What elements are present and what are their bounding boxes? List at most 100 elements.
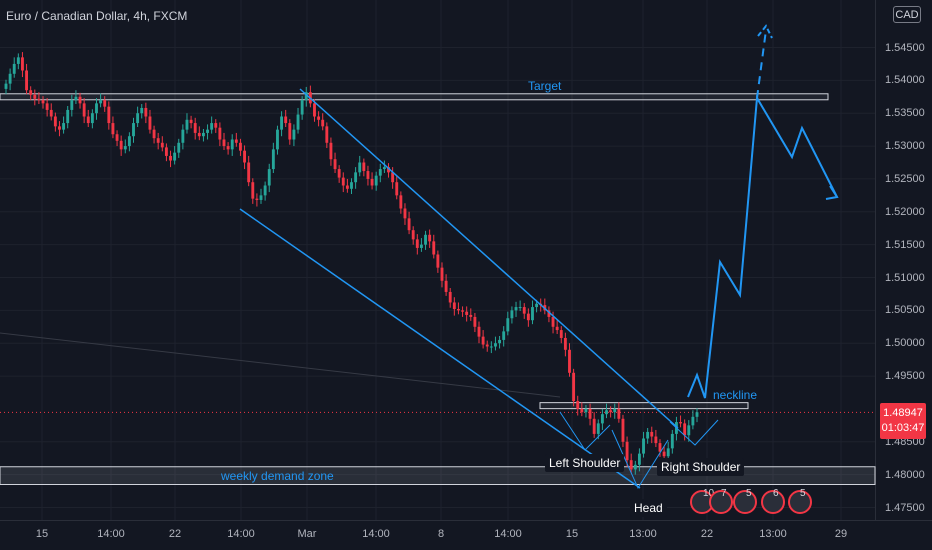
candle-body (8, 73, 12, 84)
candle-body (448, 291, 452, 303)
candle-body (148, 116, 152, 130)
time-tick-label: 14:00 (362, 528, 390, 540)
candle-body (436, 254, 440, 268)
channel-upper-line (299, 88, 679, 429)
candle-body (514, 307, 518, 311)
candle-body (498, 339, 502, 344)
candle-body (588, 408, 592, 419)
candle-body (206, 129, 209, 133)
price-tick-label: 1.50500 (885, 304, 925, 317)
candle-body (407, 218, 411, 231)
candle-body (127, 136, 131, 147)
candle-body (234, 139, 238, 143)
head-label[interactable]: Head (630, 499, 667, 517)
candle-body (12, 63, 16, 74)
economic-event-icon[interactable] (733, 490, 757, 514)
candle-body (251, 182, 255, 199)
candle-body (432, 241, 436, 255)
candle-body (140, 107, 144, 114)
candle-body (358, 162, 362, 173)
candle-body (123, 146, 127, 150)
time-tick-label: 14:00 (227, 528, 255, 540)
candle-body (452, 302, 456, 310)
candle-body (341, 177, 345, 186)
candle-body (576, 401, 580, 409)
candle-body (646, 431, 650, 439)
candle-body (625, 441, 629, 461)
candle-body (457, 309, 460, 311)
candles-layer (4, 52, 699, 475)
economic-event-icon[interactable] (709, 490, 733, 514)
candle-body (313, 103, 316, 117)
candle-body (156, 138, 160, 143)
candle-body (288, 123, 292, 140)
candle-body (33, 94, 37, 99)
breakout-arrow-head (757, 24, 773, 39)
neckline-zone (539, 402, 749, 410)
time-tick-label: 13:00 (629, 528, 657, 540)
demand-zone (0, 466, 876, 485)
candle-body (107, 106, 111, 124)
candle-body (650, 431, 654, 437)
candle-body (481, 336, 485, 345)
candle-body (284, 116, 288, 124)
candle-body (333, 159, 337, 170)
candle-body (78, 96, 82, 104)
candle-body (21, 57, 24, 71)
candle-body (399, 195, 403, 209)
candle-body (559, 330, 563, 338)
candle-body (267, 169, 271, 186)
candle-body (95, 103, 98, 114)
demand-zone-label[interactable]: weekly demand zone (221, 469, 334, 483)
candle-body (119, 140, 123, 150)
price-tick-label: 1.53000 (885, 140, 925, 153)
candle-body (53, 116, 57, 127)
economic-event-icon[interactable] (788, 490, 812, 514)
candle-body (670, 433, 674, 449)
candle-body (321, 119, 325, 127)
candle-body (292, 129, 296, 140)
neckline-label[interactable]: neckline (713, 388, 758, 402)
candle-body (535, 303, 539, 308)
right-shoulder-label[interactable]: Right Shoulder (657, 458, 745, 476)
candle-body (580, 408, 584, 413)
candle-body (144, 107, 148, 117)
symbol-title[interactable]: Euro / Canadian Dollar, 4h, FXCM (6, 9, 188, 23)
candle-body (662, 451, 666, 457)
candle-body (637, 453, 641, 465)
candle-body (506, 318, 510, 332)
price-tick-label: 1.51500 (885, 238, 925, 251)
candle-body (415, 239, 419, 248)
candle-body (201, 132, 205, 137)
target-label[interactable]: Target (528, 79, 562, 93)
candle-body (49, 109, 53, 117)
event-count: 6 (773, 488, 779, 499)
currency-badge[interactable]: CAD (893, 6, 921, 23)
candle-body (419, 244, 423, 248)
candle-body (136, 113, 140, 124)
candle-body (502, 331, 506, 340)
head-marker (611, 429, 669, 490)
candle-body (444, 280, 448, 292)
price-tick-label: 1.53500 (885, 107, 925, 120)
candle-body (609, 410, 613, 413)
right-shoulder-marker (669, 419, 719, 446)
candle-body (617, 408, 621, 419)
left-shoulder-label[interactable]: Left Shoulder (545, 454, 625, 472)
candle-body (280, 116, 284, 130)
candle-body (4, 83, 8, 89)
candle-body (218, 127, 222, 140)
candle-body (25, 70, 29, 91)
economic-event-icon[interactable] (761, 490, 785, 514)
time-tick-label: Mar (297, 528, 317, 540)
candle-body (633, 464, 637, 470)
candle-body (629, 460, 633, 470)
candle-body (86, 116, 90, 124)
candle-body (522, 307, 526, 314)
candle-body (222, 139, 226, 147)
candle-body (370, 178, 374, 186)
candle-body (391, 172, 395, 183)
candle-body (605, 410, 608, 415)
time-tick-label: 22 (700, 528, 714, 540)
